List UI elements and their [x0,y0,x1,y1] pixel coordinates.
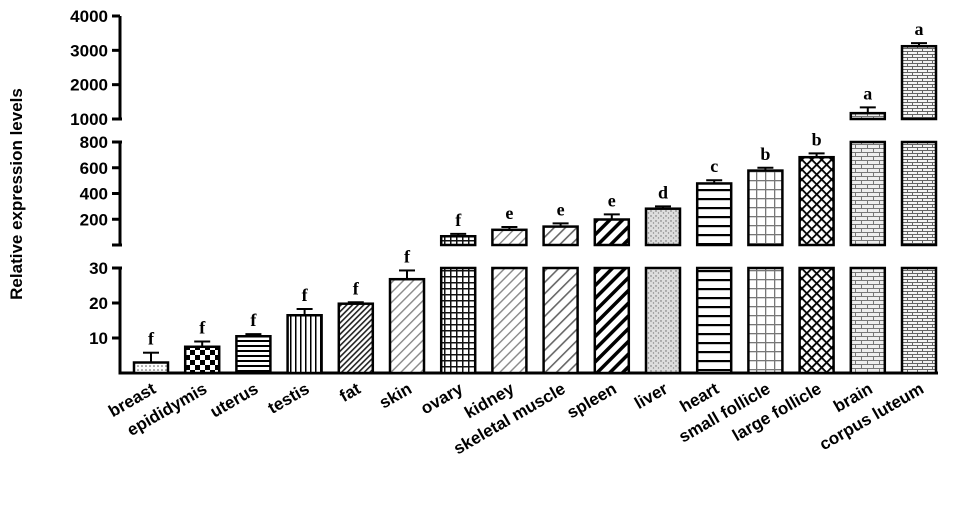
x-tick-label: liver [631,379,671,413]
y-tick-label: 20 [89,294,108,313]
bar [900,266,938,375]
significance-label: f [199,318,206,338]
y-tick-label: 30 [89,259,108,278]
significance-label: f [455,210,462,230]
bar [439,234,477,247]
bar [849,140,887,247]
bar [337,302,375,375]
bar [132,361,170,375]
bar [798,155,835,247]
bar [849,111,887,121]
bar [644,266,682,375]
bar [900,140,938,247]
significance-label: f [404,246,411,266]
bar [747,169,784,247]
y-tick-label: 3000 [70,41,108,60]
bar [183,345,221,375]
y-tick-label: 10 [89,329,108,348]
bars: f f f f f f f e e e d c b b a a [132,19,938,375]
bar [849,266,887,375]
bar [542,266,579,375]
x-tick-label: spleen [564,379,620,422]
y-tick-label: 400 [80,185,108,204]
bar [388,277,426,375]
significance-label: a [863,83,872,103]
y-tick-label: 2000 [70,76,108,95]
x-tick-label: uterus [207,379,262,421]
y-tick-label: 1000 [70,110,108,129]
significance-label: b [760,144,770,164]
x-tick-label: skin [376,379,415,412]
y-tick-label: 800 [80,133,108,152]
bar [644,207,682,247]
y-tick-label: 4000 [70,7,108,26]
bar [900,44,938,121]
significance-label: c [710,156,718,176]
bar [542,225,579,247]
bar [439,266,477,375]
bar [798,266,835,375]
bar [747,266,784,375]
significance-label: a [915,19,924,39]
significance-label: f [353,278,360,298]
significance-label: e [557,199,565,219]
y-tick-label: 600 [80,159,108,178]
bar [235,335,272,375]
significance-label: f [302,285,309,305]
bar [491,228,528,247]
y-tick-label: 200 [80,210,108,229]
significance-label: e [505,203,513,223]
bar [695,182,733,247]
bar [695,266,733,375]
bar [593,266,631,375]
x-tick-label: ovary [417,379,466,418]
significance-label: f [250,310,257,330]
significance-label: e [608,190,616,210]
x-tick-label: testis [265,379,313,418]
y-axis-label: Relative expression levels [7,88,26,300]
bar [286,314,323,375]
significance-label: f [148,329,155,349]
significance-label: d [658,182,668,202]
x-tick-label: fat [336,379,364,406]
bar [593,218,631,247]
bar [491,266,528,375]
significance-label: b [812,129,822,149]
